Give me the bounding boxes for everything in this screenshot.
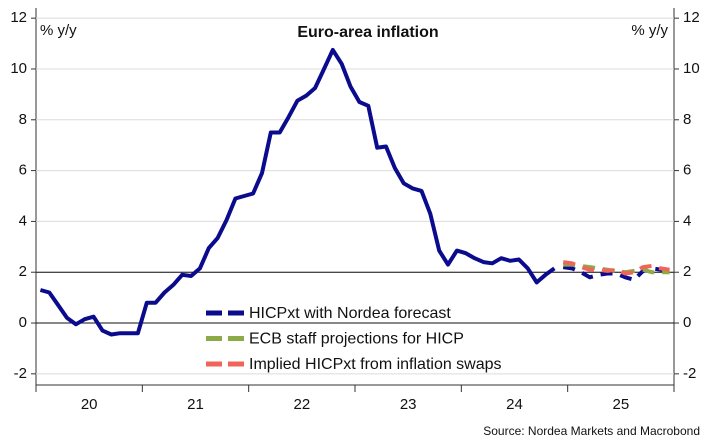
line-series bbox=[39, 47, 556, 337]
y2-tick-label: -2 bbox=[683, 365, 696, 382]
y-axis-label: % y/y bbox=[40, 22, 77, 39]
legend-label: HICPxt with Nordea forecast bbox=[249, 305, 451, 322]
x-tick-label: 24 bbox=[506, 396, 523, 413]
x-tick-label: 23 bbox=[400, 396, 417, 413]
line-series bbox=[563, 262, 670, 275]
source-note: Source: Nordea Markets and Macrobond bbox=[483, 424, 700, 438]
y2-tick-label: 4 bbox=[683, 212, 691, 229]
y2-tick-label: 12 bbox=[683, 9, 700, 26]
y-tick-label: 4 bbox=[19, 212, 27, 229]
y2-tick-label: 6 bbox=[683, 162, 691, 179]
y2-axis-label: % y/y bbox=[631, 22, 668, 39]
y2-tick-label: 8 bbox=[683, 111, 691, 128]
legend-label: Implied HICPxt from inflation swaps bbox=[249, 356, 502, 373]
chart-title: Euro-area inflation bbox=[297, 24, 438, 41]
y2-tick-label: 2 bbox=[683, 263, 691, 280]
x-tick-label: 22 bbox=[293, 396, 310, 413]
y-tick-label: 6 bbox=[19, 162, 27, 179]
x-tick-label: 25 bbox=[612, 396, 629, 413]
x-tick-label: 21 bbox=[187, 396, 204, 413]
y2-tick-label: 0 bbox=[683, 314, 691, 331]
y-tick-label: 10 bbox=[10, 60, 27, 77]
y2-tick-label: 10 bbox=[683, 60, 700, 77]
x-tick-label: 20 bbox=[81, 396, 98, 413]
y-tick-label: 0 bbox=[19, 314, 27, 331]
legend-label: ECB staff projections for HICP bbox=[249, 331, 464, 348]
y-tick-label: 8 bbox=[19, 111, 27, 128]
y-tick-label: 12 bbox=[10, 9, 27, 26]
y-tick-label: -2 bbox=[14, 365, 27, 382]
y-tick-label: 2 bbox=[19, 263, 27, 280]
